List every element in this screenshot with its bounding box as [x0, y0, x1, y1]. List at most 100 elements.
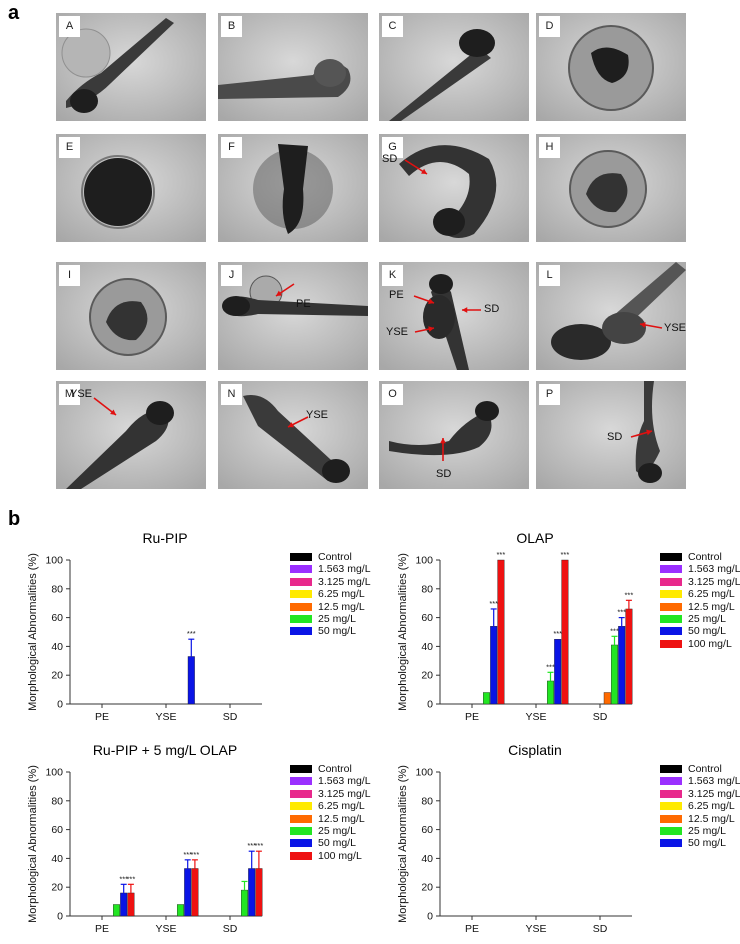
legend-label: 3.125 mg/L	[688, 575, 740, 588]
significance-label: ***	[617, 608, 626, 617]
y-tick-label: 0	[427, 911, 433, 923]
micrograph-tile: L YSE	[536, 262, 686, 370]
micrograph-image	[218, 381, 368, 489]
significance-label: ***	[255, 841, 264, 850]
annotation-label: YSE	[386, 326, 409, 338]
chart-svg: 0 20 40 60 80 100 Morphological Abnormalities …	[27, 765, 264, 935]
x-tick-label: SD	[593, 923, 608, 935]
significance-label: ***	[561, 550, 570, 559]
chart-title: Ru-PIP	[142, 530, 188, 546]
micrograph-tile: F	[218, 134, 368, 242]
micrograph-image	[56, 381, 206, 489]
legend-swatch	[290, 577, 312, 586]
micrograph-label: M	[59, 384, 80, 405]
micrograph-label: I	[59, 265, 80, 286]
y-axis-label: Morphological Abnormalities (%)	[27, 765, 39, 923]
chart-title: Ru-PIP + 5 mg/L OLAP	[92, 742, 238, 758]
bar	[176, 904, 184, 917]
legend-swatch	[290, 827, 312, 835]
y-tick-label: 20	[51, 670, 63, 682]
legend-label: 100 mg/L	[688, 637, 732, 650]
legend-label: 25 mg/L	[688, 613, 726, 625]
annotation-label: YSE	[70, 388, 93, 400]
legend-label: 6.25 mg/L	[688, 588, 735, 601]
legend-swatch	[660, 565, 682, 574]
y-tick-label: 0	[57, 911, 63, 923]
x-tick-label: PE	[465, 923, 479, 935]
bar	[112, 904, 120, 917]
significance-label: ***	[546, 662, 555, 671]
micrograph-label: A	[59, 16, 80, 37]
micrograph-label: N	[221, 384, 242, 405]
legend-label: Control	[318, 763, 352, 775]
y-tick-label: 20	[421, 882, 433, 894]
y-tick-label: 80	[51, 795, 63, 807]
legend-swatch	[660, 615, 682, 623]
y-tick-label: 80	[51, 583, 63, 595]
x-tick-label: SD	[223, 923, 238, 935]
micrograph-image	[536, 381, 686, 489]
y-tick-label: 40	[51, 853, 63, 865]
significance-label: ***	[191, 850, 200, 859]
legend-swatch	[290, 602, 312, 611]
significance-label: ***	[119, 874, 128, 883]
legend-label: 1.563 mg/L	[688, 563, 740, 576]
micrograph-image	[379, 134, 529, 242]
bar	[191, 868, 199, 917]
panel-a-label: a	[8, 2, 20, 24]
micrograph-label: F	[221, 137, 242, 158]
micrograph-label: P	[539, 384, 560, 405]
legend-label: Control	[688, 763, 722, 775]
micrograph-tile: G SD	[379, 134, 529, 242]
micrograph-label: J	[221, 265, 242, 286]
chart-ru-pip-olap: 0 20 40 60 80 100 Morphological Abnormalities …	[0, 732, 371, 944]
legend-label: 50 mg/L	[688, 625, 726, 638]
micrograph-tile: J PE	[218, 262, 368, 370]
y-tick-label: 100	[45, 555, 63, 567]
bar	[187, 656, 195, 705]
micrograph-image	[56, 13, 206, 121]
y-tick-label: 0	[427, 699, 433, 711]
annotation-label: YSE	[306, 409, 329, 421]
bar	[248, 868, 256, 917]
bar	[482, 692, 490, 705]
micrograph-tile: O SD	[379, 381, 529, 489]
legend-swatch	[290, 789, 312, 798]
legend-label: 6.25 mg/L	[688, 800, 735, 813]
micrograph-tile: P SD	[536, 381, 686, 489]
micrograph-image	[379, 13, 529, 121]
y-axis-label: Morphological Abnormalities (%)	[397, 765, 409, 923]
micrograph-label: O	[382, 384, 403, 405]
micrograph-image	[536, 134, 686, 242]
legend-swatch	[660, 777, 682, 786]
legend-label: 3.125 mg/L	[688, 787, 740, 800]
micrograph-label: K	[382, 265, 403, 286]
micrograph-tile: C	[379, 13, 529, 121]
micrograph-label: B	[221, 16, 242, 37]
micrograph-tile: E	[56, 134, 206, 242]
annotation-label: SD	[382, 153, 398, 165]
legend-label: 3.125 mg/L	[318, 787, 371, 800]
legend-swatch	[660, 590, 682, 599]
legend-label: 12.5 mg/L	[688, 600, 735, 613]
legend-swatch	[290, 615, 312, 623]
micrograph-image	[218, 134, 368, 242]
bar	[127, 892, 135, 917]
micrograph-image	[218, 13, 368, 121]
legend-swatch	[290, 814, 312, 823]
annotation-label: SD	[484, 303, 500, 315]
legend-label: 6.25 mg/L	[318, 588, 365, 601]
x-tick-label: SD	[593, 711, 608, 723]
legend-swatch	[290, 802, 312, 811]
legend-swatch	[660, 577, 682, 586]
legend-label: 50 mg/L	[688, 837, 726, 850]
legend-label: 12.5 mg/L	[318, 600, 365, 613]
annotation-label: PE	[389, 289, 404, 301]
legend-swatch	[660, 839, 682, 848]
significance-label: ***	[610, 626, 619, 635]
micrograph-label: H	[539, 137, 560, 158]
micrograph-grid: A B C D E F G SD H I J PE K PE SD YSE L YSE M YSE N YSE O SD P SD	[56, 13, 716, 497]
chart-cisplatin: 0 20 40 60 80 100 Morphological Abnormalities …	[370, 732, 740, 944]
micrograph-tile: D	[536, 13, 686, 121]
x-tick-label: YSE	[525, 711, 546, 723]
